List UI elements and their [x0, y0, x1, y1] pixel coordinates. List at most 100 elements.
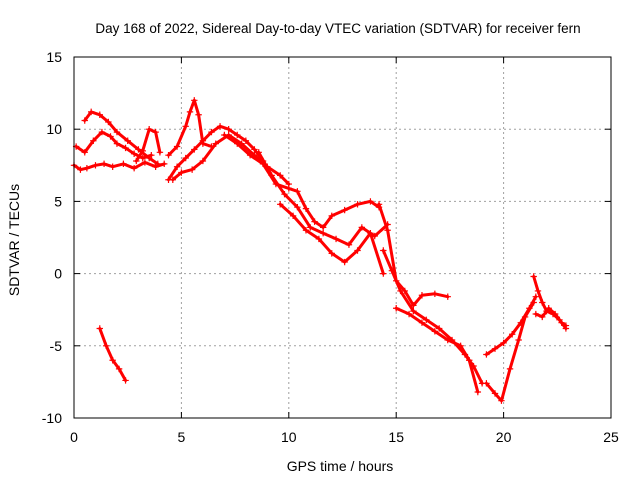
- data-point: [122, 377, 129, 384]
- data-point: [444, 336, 451, 344]
- data-point: [188, 166, 196, 173]
- data-point: [212, 140, 219, 147]
- data-point: [83, 164, 91, 172]
- data-point: [133, 157, 140, 165]
- data-point: [534, 287, 542, 295]
- series-trace-15: [483, 293, 540, 358]
- data-point: [178, 169, 185, 176]
- data-point: [191, 146, 198, 153]
- data-point: [551, 310, 559, 318]
- series-trace-4: [133, 126, 164, 165]
- data-point: [225, 126, 232, 133]
- data-point: [341, 206, 348, 214]
- data-point: [156, 149, 164, 156]
- data-point: [161, 160, 168, 168]
- data-point: [182, 154, 189, 162]
- data-point: [302, 227, 310, 234]
- data-point: [466, 357, 473, 364]
- y-tick-label: 5: [54, 193, 62, 209]
- data-point: [558, 319, 565, 326]
- chart-title: Day 168 of 2022, Sidereal Day-to-day VTE…: [95, 21, 580, 36]
- data-point: [145, 154, 153, 162]
- data-point: [277, 201, 284, 208]
- data-point: [173, 163, 181, 170]
- data-point: [358, 224, 366, 231]
- series-trace-11: [277, 201, 387, 277]
- data-point: [186, 108, 194, 116]
- data-point: [410, 307, 417, 315]
- data-point: [311, 218, 318, 225]
- data-point: [165, 151, 172, 159]
- series-trace-1: [70, 159, 168, 173]
- x-tick-label: 10: [281, 429, 297, 445]
- data-point: [341, 258, 348, 266]
- data-point: [498, 397, 505, 404]
- data-point: [281, 190, 288, 198]
- series-trace-16: [483, 299, 537, 404]
- data-point: [384, 227, 391, 234]
- data-point: [109, 357, 116, 364]
- data-point: [251, 146, 258, 153]
- data-point: [191, 97, 198, 104]
- y-tick-label: -10: [42, 410, 62, 426]
- data-point: [124, 137, 131, 144]
- series-trace-7: [165, 97, 215, 159]
- x-tick-label: 5: [178, 429, 186, 445]
- data-point: [380, 270, 387, 277]
- data-point: [444, 293, 451, 300]
- grid: [74, 57, 611, 418]
- data-point: [130, 150, 138, 157]
- series-line: [167, 124, 265, 182]
- series-trace-2: [72, 128, 155, 162]
- data-point: [483, 380, 490, 387]
- data-point: [268, 172, 275, 179]
- data-point: [182, 123, 189, 130]
- data-point: [107, 133, 114, 140]
- data-point: [87, 108, 95, 116]
- data-point: [77, 166, 84, 173]
- series-trace-12: [375, 201, 451, 309]
- data-point: [98, 128, 106, 136]
- data-point: [81, 149, 88, 156]
- data-point: [294, 203, 301, 211]
- x-tick-label: 15: [388, 429, 404, 445]
- data-point: [354, 247, 361, 254]
- series-trace-14: [393, 305, 482, 396]
- data-point: [152, 128, 159, 136]
- data-point: [234, 140, 241, 147]
- x-tick-label: 0: [70, 429, 78, 445]
- data-point: [506, 365, 514, 373]
- data-point: [315, 235, 323, 243]
- data-point: [90, 137, 97, 144]
- data-point: [562, 322, 570, 329]
- y-tick-label: 10: [46, 121, 62, 137]
- plot-frame: [73, 56, 612, 419]
- data-point: [307, 224, 314, 231]
- data-point: [221, 131, 228, 139]
- series-trace-6: [165, 123, 267, 183]
- data-point: [532, 293, 540, 300]
- data-point: [216, 123, 224, 130]
- data-layer: [70, 97, 570, 404]
- data-point: [242, 137, 250, 144]
- data-point: [246, 151, 254, 159]
- data-point: [380, 247, 387, 254]
- data-point: [539, 299, 546, 306]
- data-point: [500, 339, 507, 347]
- data-point: [388, 267, 396, 274]
- series-trace-18: [532, 305, 570, 329]
- data-point: [328, 250, 335, 257]
- data-point: [515, 336, 522, 344]
- series-trace-5: [96, 325, 129, 384]
- y-axis-label: SDTVAR / TECUs: [6, 184, 22, 296]
- x-tick-labels: 0 5 10 15 20 25: [70, 429, 619, 445]
- data-point: [139, 147, 146, 155]
- data-point: [530, 273, 537, 280]
- x-tick-label: 20: [496, 429, 512, 445]
- data-point: [113, 128, 121, 136]
- data-point: [367, 198, 374, 205]
- data-point: [109, 163, 116, 170]
- data-point: [367, 229, 374, 237]
- data-point: [539, 313, 546, 321]
